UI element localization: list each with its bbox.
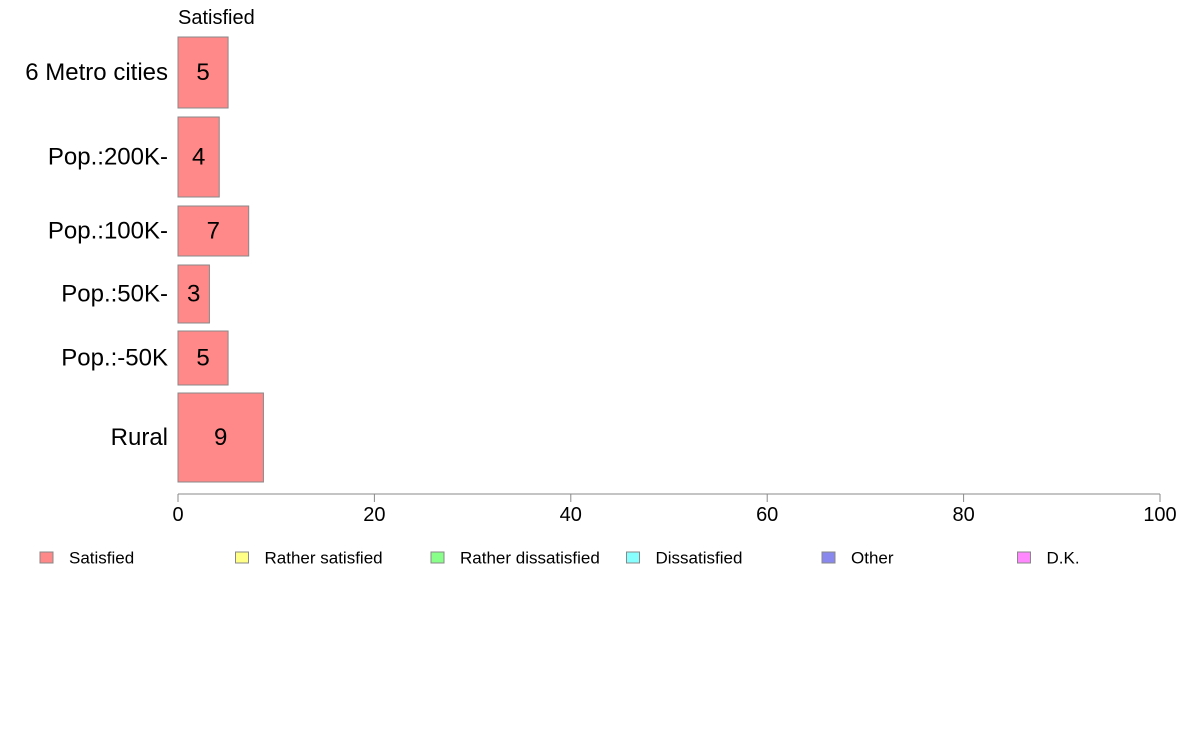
x-tick-label: 20 [363,504,385,526]
bar [177,36,229,109]
legend-swatch [235,551,249,564]
legend-label: Satisfied [69,549,134,568]
bar [177,116,220,198]
category-label: 6 Metro cities [25,59,168,86]
legend-swatch [39,551,54,564]
category-label: Pop.:-50K [61,345,168,372]
legend-swatch [626,551,640,564]
legend-label: D.K. [1047,549,1080,568]
bar [177,392,264,483]
legend-label: Rather dissatisfied [460,549,600,568]
legend-swatch [430,551,445,564]
legend-swatch [821,551,836,564]
legend: Satisfied Rather satisfied Rather dissatis… [39,549,1080,568]
category-label: Pop.:100K- [48,218,168,245]
legend-label: Other [851,549,894,568]
column-title: Satisfied [178,7,255,29]
bar [177,205,250,257]
bar-value-label: 5 [196,345,209,372]
bar-value-label: 9 [214,424,227,451]
bar [177,330,229,386]
bars-group: 6 Metro cities 5 Pop.:200K- 4 Pop.:100K- 7 Pop… [25,36,264,483]
bar-value-label: 5 [196,59,209,86]
x-tick-label: 0 [172,504,183,526]
legend-label: Rather satisfied [265,549,383,568]
x-tick-label: 100 [1143,504,1176,526]
bar-value-label: 7 [207,218,220,245]
x-axis: 0 20 40 60 80 100 [172,493,1177,526]
bar-value-label: 4 [192,144,205,171]
x-tick-label: 60 [756,504,778,526]
x-tick-label: 40 [560,504,582,526]
category-label: Pop.:200K- [48,144,168,171]
x-tick-label: 80 [952,504,974,526]
legend-swatch [1017,551,1031,564]
bar-value-label: 3 [187,281,200,308]
legend-label: Dissatisfied [656,549,743,568]
bar [177,264,210,324]
category-label: Pop.:50K- [61,281,168,308]
category-label: Rural [111,424,168,451]
